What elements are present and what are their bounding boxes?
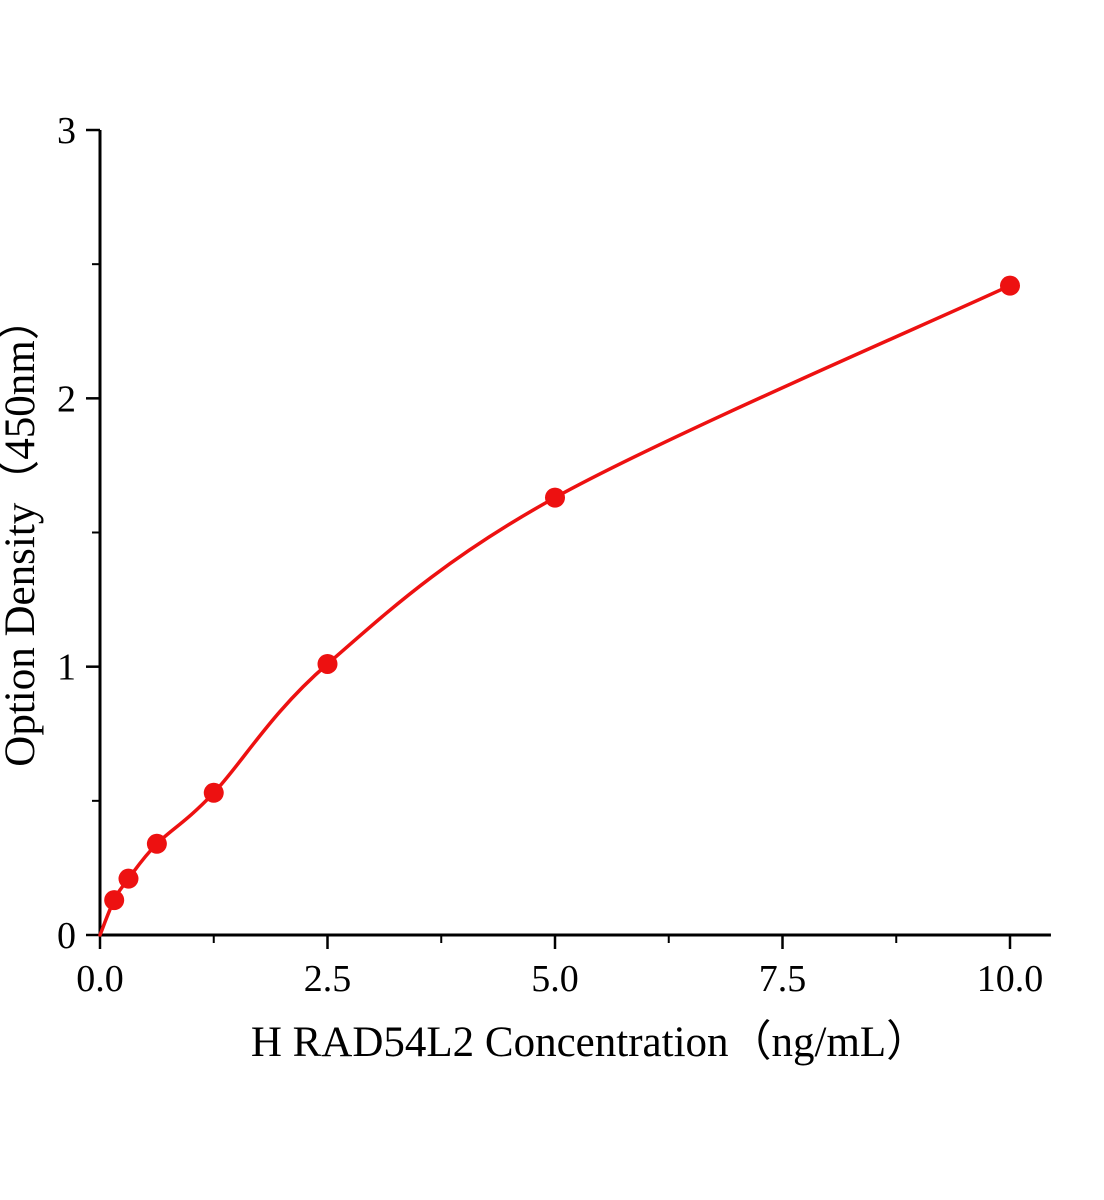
- x-tick-label: 0.0: [76, 958, 124, 1000]
- y-tick-label: 1: [57, 647, 76, 689]
- x-tick-label: 2.5: [304, 958, 352, 1000]
- plot-layer: 0.0 2.5 5.0 7.5 10.0 0 1 2 3: [57, 110, 1051, 1000]
- fitted-curve: [98, 283, 1012, 937]
- data-point-marker: [118, 868, 139, 889]
- data-point-marker: [146, 833, 167, 854]
- y-tick-label: 2: [57, 378, 76, 420]
- data-point-marker: [104, 890, 125, 911]
- y-tick-label: 3: [57, 110, 76, 152]
- y-tick-label: 0: [57, 915, 76, 957]
- data-point-marker: [317, 653, 338, 674]
- x-tick-label: 7.5: [759, 958, 807, 1000]
- x-tick-label: 10.0: [977, 958, 1044, 1000]
- x-tick-label: 5.0: [531, 958, 579, 1000]
- x-axis-label: H RAD54L2 Concentration（ng/mL）: [251, 1019, 929, 1066]
- y-axis-label: Option Density（450nm）: [0, 297, 44, 766]
- data-point-marker: [1000, 275, 1020, 296]
- data-point-marker: [545, 487, 565, 508]
- data-point-marker: [203, 782, 224, 803]
